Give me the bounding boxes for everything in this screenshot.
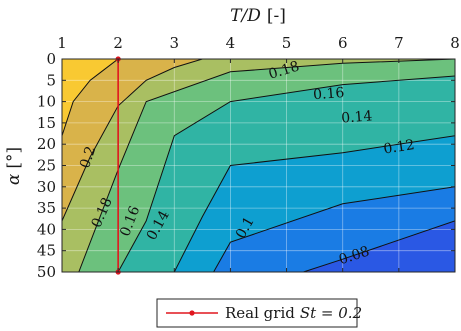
legend: Real grid St = 0.2 <box>156 298 362 328</box>
y-axis-title: α [°] <box>4 147 24 185</box>
contour-lines <box>62 59 455 272</box>
y-tick-label: 50 <box>37 263 56 281</box>
x-tick-label: 1 <box>57 34 67 52</box>
legend-entry-math: St = 0.2 <box>300 304 362 322</box>
x-tick-label: 7 <box>394 34 404 52</box>
contour-line <box>62 59 119 136</box>
contour-line <box>213 186 455 272</box>
contour-label: 0.12 <box>382 137 415 157</box>
y-tick-label: 5 <box>46 71 56 89</box>
x-tick-label: 4 <box>226 34 236 52</box>
y-tick-label: 10 <box>37 93 56 111</box>
contour-line <box>173 135 455 272</box>
x-axis-variable: T/D <box>230 6 261 26</box>
contour-line <box>303 220 455 272</box>
y-tick-label: 0 <box>46 50 56 68</box>
y-tick-label: 30 <box>37 178 56 196</box>
legend-entry: Real grid St = 0.2 <box>225 304 362 322</box>
x-tick-label: 3 <box>170 34 180 52</box>
y-axis-variable: α <box>4 173 24 185</box>
contour-band <box>62 59 455 272</box>
y-axis-unit: [°] <box>4 147 24 169</box>
x-tick-label: 8 <box>450 34 460 52</box>
y-tick-label: 45 <box>37 242 56 260</box>
x-tick-label: 2 <box>113 34 123 52</box>
y-tick-label: 25 <box>37 157 56 175</box>
y-tick-label: 20 <box>37 135 56 153</box>
x-axis-title: T/D [-] <box>230 6 286 26</box>
contour-line <box>78 59 455 272</box>
contour-line <box>62 59 203 222</box>
contour-fill-regions <box>62 59 455 272</box>
y-tick-label: 35 <box>37 199 56 217</box>
x-tick-label: 5 <box>282 34 292 52</box>
contour-label: 0.16 <box>313 85 345 103</box>
legend-entry-label: Real grid <box>225 304 295 322</box>
contour-label: 0.2 <box>77 144 99 170</box>
x-tick-label: 6 <box>338 34 348 52</box>
contour-band <box>62 59 455 272</box>
x-axis-unit: [-] <box>267 6 286 26</box>
contour-line <box>117 75 455 272</box>
contour-label: 0.14 <box>341 108 373 126</box>
y-tick-label: 15 <box>37 114 56 132</box>
y-tick-label: 40 <box>37 220 56 238</box>
legend-marker-swatch <box>189 310 195 316</box>
